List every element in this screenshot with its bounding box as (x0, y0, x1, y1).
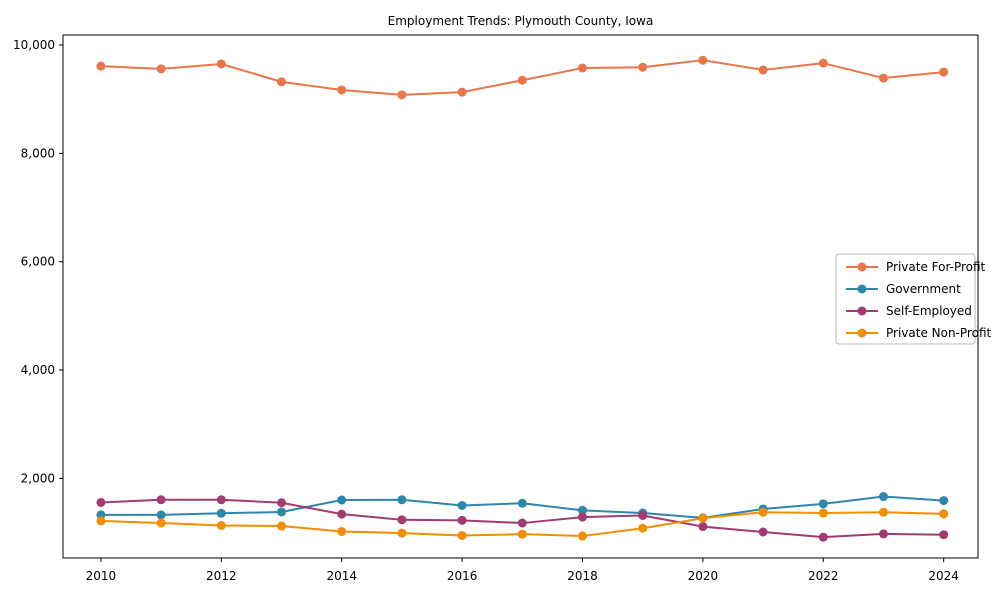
y-tick-label: 2,000 (21, 471, 55, 485)
series-marker-self-employed (337, 509, 347, 519)
legend-label-self-employed: Self-Employed (886, 304, 972, 318)
series-marker-private-for-profit (457, 87, 467, 97)
series-marker-private-for-profit (578, 63, 588, 73)
series-marker-private-non-profit (818, 508, 828, 518)
x-tick-label: 2016 (447, 569, 478, 583)
series-marker-government (397, 495, 407, 505)
legend-marker-self-employed (857, 306, 867, 316)
series-marker-self-employed (878, 529, 888, 539)
series-marker-private-for-profit (337, 85, 347, 95)
series-marker-government (277, 507, 287, 517)
x-tick-label: 2020 (688, 569, 719, 583)
series-marker-government (818, 499, 828, 509)
series-marker-private-non-profit (517, 529, 527, 539)
series-marker-private-for-profit (758, 65, 768, 75)
x-tick-label: 2024 (928, 569, 959, 583)
series-marker-private-non-profit (457, 531, 467, 541)
series-marker-self-employed (939, 530, 949, 540)
x-tick-label: 2012 (206, 569, 237, 583)
series-marker-private-non-profit (878, 507, 888, 517)
series-marker-private-non-profit (638, 523, 648, 533)
series-marker-self-employed (277, 498, 287, 508)
series-marker-government (457, 500, 467, 510)
series-marker-private-non-profit (337, 526, 347, 536)
series-marker-self-employed (818, 532, 828, 542)
series-marker-private-non-profit (397, 528, 407, 538)
plot-area-spines (62, 34, 979, 559)
x-tick-label: 2018 (567, 569, 598, 583)
series-marker-government (216, 508, 226, 518)
series-marker-government (578, 505, 588, 515)
series-marker-government (156, 510, 166, 520)
y-tick-label: 4,000 (21, 363, 55, 377)
series-marker-private-for-profit (698, 55, 708, 65)
legend-marker-private-for-profit (857, 262, 867, 272)
series-marker-private-for-profit (156, 64, 166, 74)
series-marker-private-for-profit (517, 75, 527, 85)
series-marker-self-employed (96, 497, 106, 507)
legend: Private For-Profit Government Self-Employe… (835, 253, 992, 345)
legend-label-government: Government (886, 282, 961, 296)
legend-label-private-for-profit: Private For-Profit (886, 260, 986, 274)
series-marker-self-employed (457, 515, 467, 525)
series-marker-government (337, 495, 347, 505)
legend-marker-private-non-profit (857, 328, 867, 338)
series-marker-self-employed (758, 527, 768, 537)
x-tick-label: 2010 (86, 569, 117, 583)
legend-box (835, 253, 976, 345)
series-marker-private-for-profit (638, 62, 648, 72)
series-marker-private-for-profit (818, 58, 828, 68)
series-marker-self-employed (397, 515, 407, 525)
series-marker-private-non-profit (216, 520, 226, 530)
series-marker-self-employed (216, 495, 226, 505)
y-tick-label: 6,000 (21, 255, 55, 269)
series-marker-self-employed (638, 510, 648, 520)
series-marker-self-employed (156, 495, 166, 505)
series-marker-private-for-profit (878, 73, 888, 83)
x-tick-label: 2014 (326, 569, 357, 583)
series-marker-private-non-profit (939, 509, 949, 519)
x-tick-label: 2022 (808, 569, 839, 583)
series-marker-self-employed (517, 518, 527, 528)
series-marker-private-for-profit (939, 67, 949, 77)
series-marker-private-for-profit (96, 61, 106, 71)
series-marker-self-employed (698, 522, 708, 532)
series-marker-self-employed (578, 512, 588, 522)
y-tick-label: 10,000 (13, 38, 55, 52)
series-marker-private-non-profit (578, 531, 588, 541)
chart-title: Employment Trends: Plymouth County, Iowa (387, 14, 654, 28)
y-tick-label: 8,000 (21, 146, 55, 160)
series-marker-government (939, 496, 949, 506)
series-marker-private-non-profit (96, 516, 106, 526)
series-marker-private-non-profit (698, 513, 708, 523)
series-marker-private-non-profit (277, 521, 287, 531)
legend-marker-government (857, 284, 867, 294)
series-marker-government (517, 498, 527, 508)
series-marker-private-for-profit (277, 77, 287, 87)
series-marker-private-for-profit (397, 90, 407, 100)
legend-label-private-non-profit: Private Non-Profit (886, 326, 992, 340)
series-marker-private-for-profit (216, 59, 226, 69)
series-marker-private-non-profit (156, 518, 166, 528)
series-marker-government (878, 492, 888, 502)
series-marker-private-non-profit (758, 507, 768, 517)
